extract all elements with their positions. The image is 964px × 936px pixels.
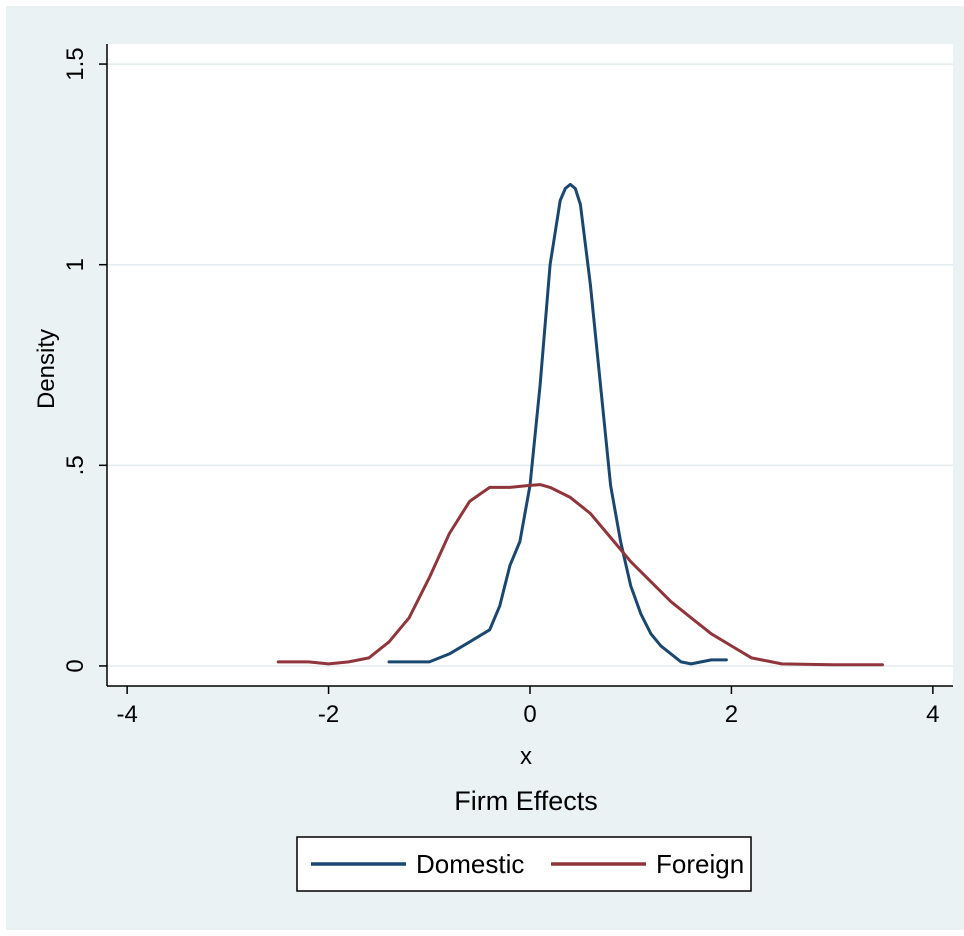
legend: Domestic Foreign <box>296 836 752 892</box>
y-ticks: 0 .5 1 1.5 <box>62 47 107 673</box>
x-ticks: -4 -2 0 2 4 <box>116 686 940 728</box>
y-tick-label-1: .5 <box>62 455 89 475</box>
y-tick-label-0: 0 <box>62 659 89 672</box>
series-lines <box>276 182 884 667</box>
y-tick-label-3: 1.5 <box>62 47 89 80</box>
density-chart: -4 -2 0 2 4 0 .5 1 1.5 x Firm Effects Density D… <box>33 44 953 892</box>
chart-subtitle: Firm Effects <box>454 786 598 816</box>
legend-label-domestic: Domestic <box>416 849 524 879</box>
x-tick-label-3: 2 <box>725 701 738 728</box>
x-tick-label-1: -2 <box>318 701 339 728</box>
grid-lines <box>107 63 953 667</box>
x-tick-label-0: -4 <box>116 701 137 728</box>
x-tick-label-2: 0 <box>523 701 536 728</box>
legend-label-foreign: Foreign <box>656 849 744 879</box>
chart-frame: -4 -2 0 2 4 0 .5 1 1.5 x Firm Effects Density D… <box>6 6 964 930</box>
x-tick-label-4: 4 <box>926 701 939 728</box>
series-line-foreign <box>276 483 884 667</box>
plot-area <box>107 44 953 686</box>
series-line-domestic <box>387 182 728 666</box>
x-axis-label: x <box>520 743 532 770</box>
y-axis-label: Density <box>33 329 60 409</box>
y-tick-label-2: 1 <box>62 258 89 271</box>
